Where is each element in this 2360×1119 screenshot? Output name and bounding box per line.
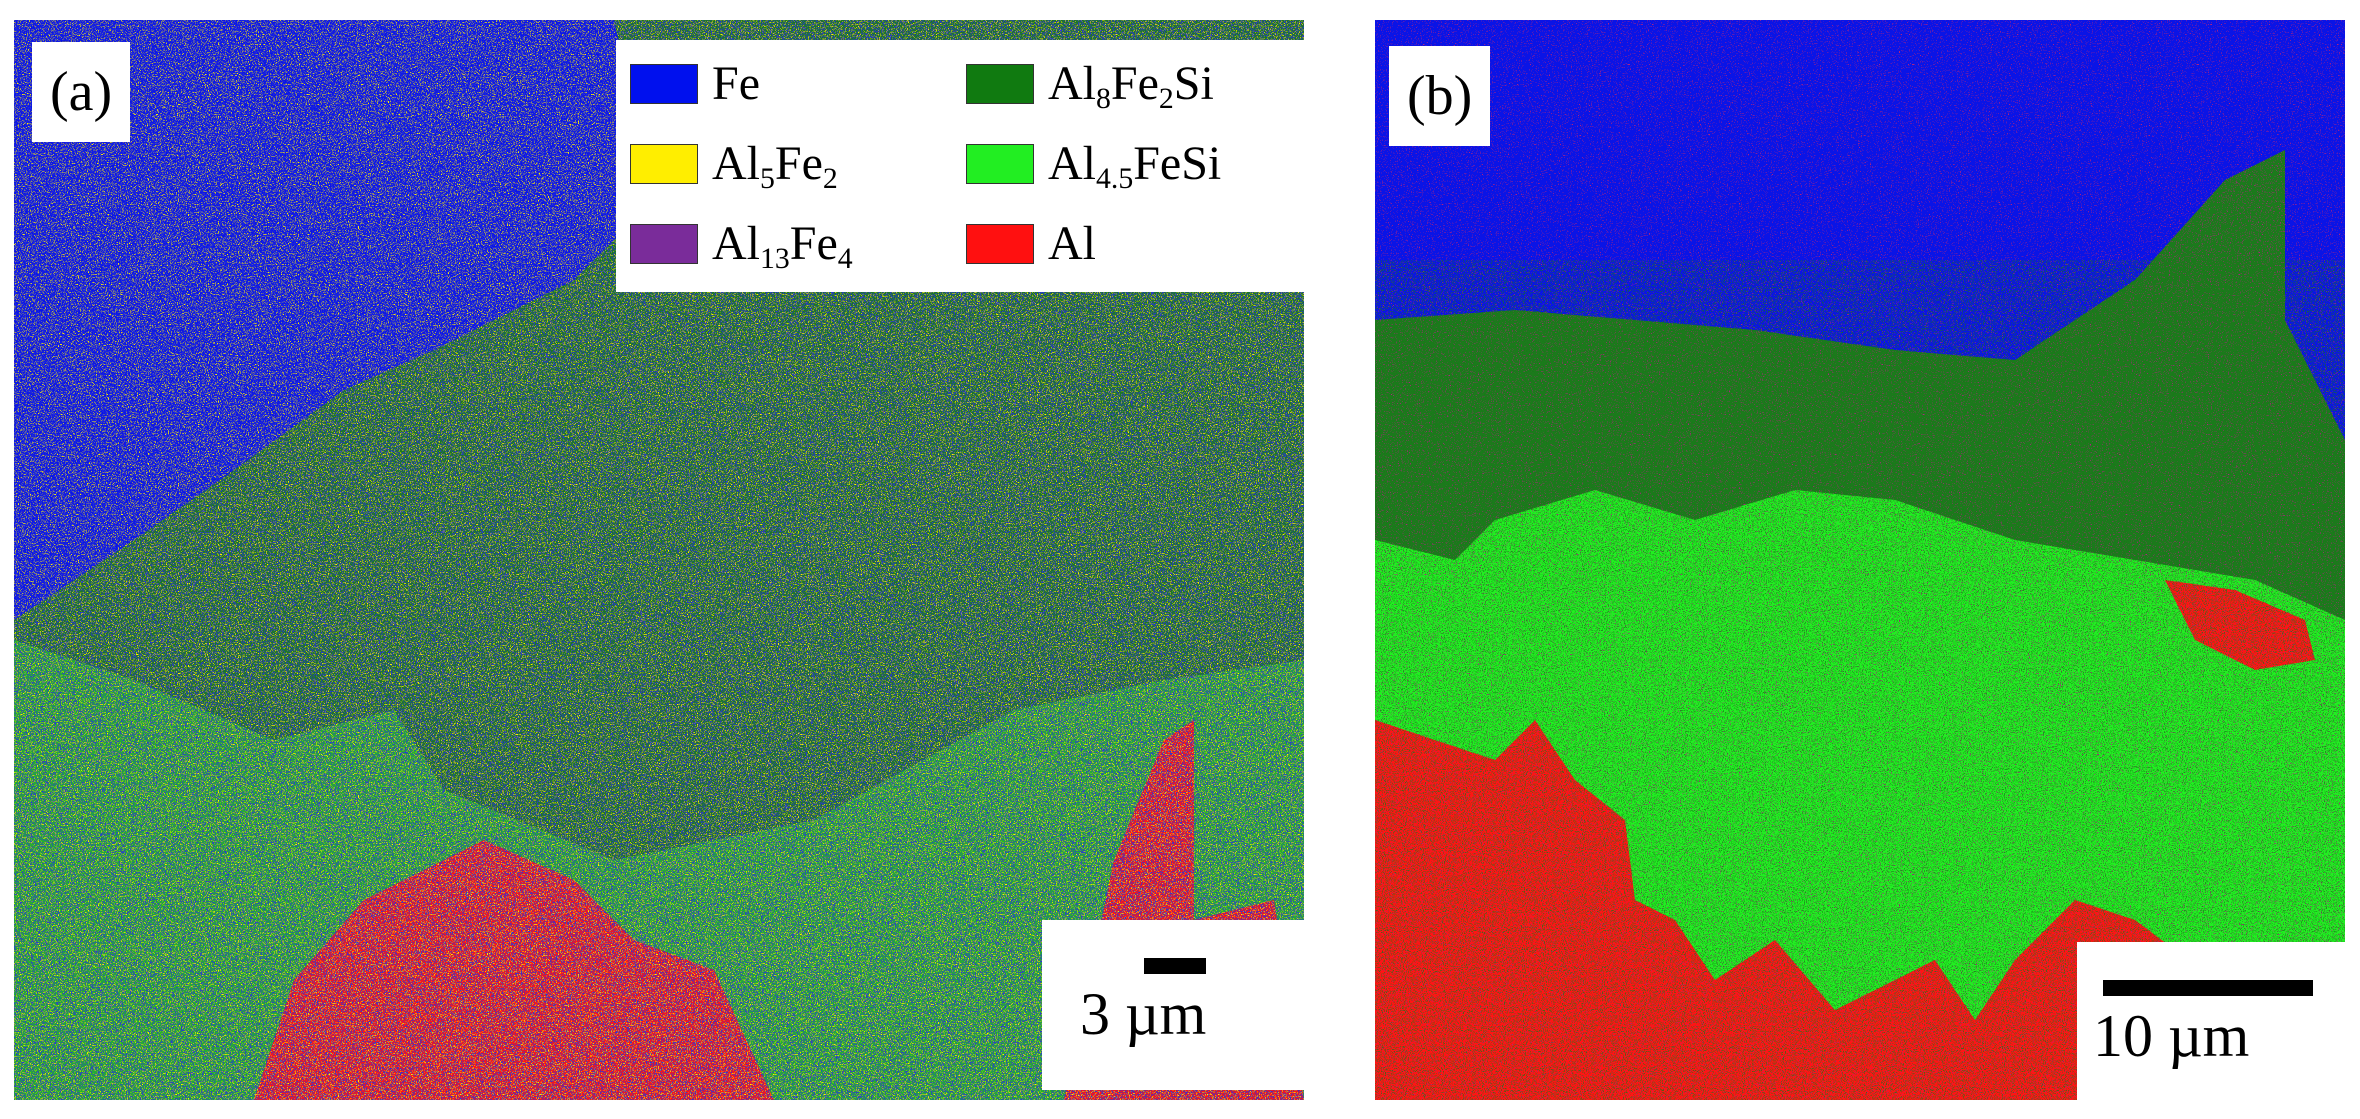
ebsd-phase-map-a: (a) Fe Al5Fe2 Al13Fe4 Al8Fe2Si Al4.5FeSi… — [14, 20, 1304, 1100]
legend-item-al: Al — [966, 216, 1096, 271]
legend-swatch-al — [966, 223, 1034, 264]
scale-bar-box-b: 10 µm — [2077, 942, 2345, 1100]
legend-label-al5fe2: Al5Fe2 — [712, 137, 838, 195]
phase-legend: Fe Al5Fe2 Al13Fe4 Al8Fe2Si Al4.5FeSi Al — [616, 40, 1304, 292]
legend-item-al8fe2si: Al8Fe2Si — [966, 56, 1214, 115]
legend-label-al8fe2si: Al8Fe2Si — [1048, 57, 1214, 115]
legend-item-al13fe4: Al13Fe4 — [630, 216, 853, 275]
legend-swatch-al8fe2si — [966, 63, 1034, 104]
scale-bar-b — [2103, 980, 2313, 996]
legend-swatch-al13fe4 — [630, 223, 698, 264]
scale-label-b: 10 µm — [2093, 1003, 2250, 1069]
legend-swatch-al45fesi — [966, 143, 1034, 184]
legend-item-fe: Fe — [630, 56, 760, 111]
legend-label-fe: Fe — [712, 57, 760, 110]
legend-item-al5fe2: Al5Fe2 — [630, 136, 838, 195]
legend-label-al45fesi: Al4.5FeSi — [1048, 137, 1222, 195]
scale-bar-box-a: 3 µm — [1042, 920, 1304, 1090]
panel-label-b: (b) — [1389, 46, 1491, 146]
legend-label-al13fe4: Al13Fe4 — [712, 217, 853, 275]
scale-label-a: 3 µm — [1080, 981, 1207, 1047]
panel-label-a: (a) — [32, 42, 131, 142]
legend-swatch-al5fe2 — [630, 143, 698, 184]
phase-map-image-b — [1375, 20, 2345, 1100]
ebsd-phase-map-b: (b) 10 µm — [1375, 20, 2345, 1100]
legend-label-al: Al — [1048, 217, 1096, 270]
legend-item-al45fesi: Al4.5FeSi — [966, 136, 1222, 195]
legend-swatch-fe — [630, 63, 698, 104]
scale-bar-a — [1144, 958, 1206, 974]
